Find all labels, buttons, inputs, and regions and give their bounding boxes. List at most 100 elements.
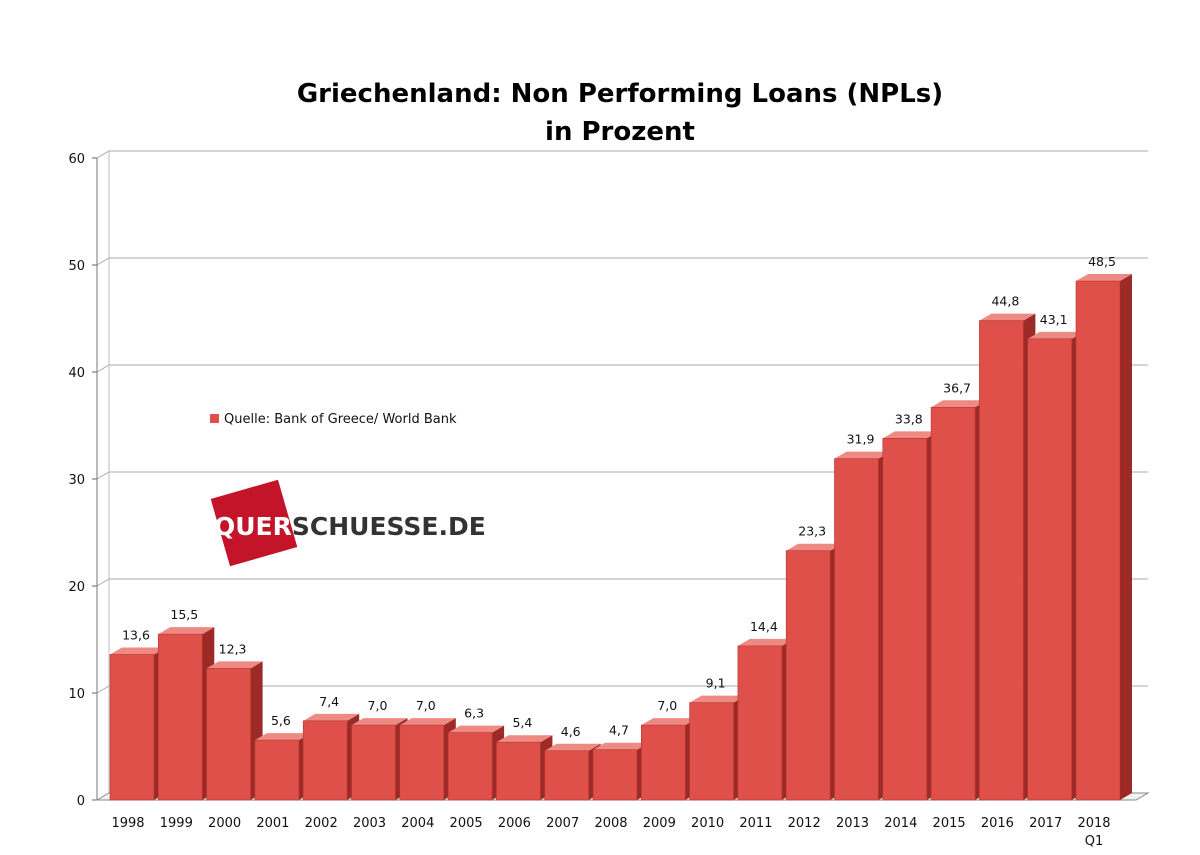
bar-front bbox=[930, 407, 976, 801]
legend: Quelle: Bank of Greece/ World Bank bbox=[210, 412, 457, 427]
x-tick-label: 2009 bbox=[643, 816, 676, 831]
bar bbox=[1027, 331, 1084, 801]
data-label: 13,6 bbox=[122, 627, 150, 642]
bar-front bbox=[1027, 338, 1072, 801]
bar-top bbox=[158, 627, 215, 635]
bar-front bbox=[834, 458, 879, 801]
bar-top bbox=[351, 718, 408, 726]
bar bbox=[592, 742, 649, 801]
watermark-logo: QUERSCHUESSE.DE bbox=[210, 479, 486, 567]
data-label: 12,3 bbox=[219, 641, 247, 656]
x-tick-label: 2011 bbox=[739, 816, 772, 831]
x-tick-label: 2015 bbox=[933, 816, 966, 831]
data-label: 5,6 bbox=[271, 713, 291, 728]
bar-top bbox=[1076, 274, 1132, 282]
bar-front bbox=[544, 750, 590, 801]
bar-top bbox=[496, 735, 553, 743]
bar bbox=[640, 718, 698, 801]
data-label: 9,1 bbox=[706, 676, 726, 691]
bar bbox=[785, 543, 843, 801]
bar-front bbox=[399, 724, 445, 801]
data-label: 31,9 bbox=[847, 432, 875, 447]
logo-text-schuesse: SCHUESSE.DE bbox=[292, 512, 486, 541]
data-label: 14,4 bbox=[750, 619, 778, 634]
bar bbox=[834, 451, 891, 801]
data-label: 6,3 bbox=[464, 706, 484, 721]
x-tick-label: 2013 bbox=[836, 816, 869, 831]
data-label: 33,8 bbox=[895, 411, 923, 426]
bar-top bbox=[786, 543, 843, 551]
x-tick-label: 2018 bbox=[1077, 816, 1110, 831]
gridline bbox=[96, 150, 1148, 159]
x-tick-label: 2016 bbox=[981, 816, 1014, 831]
bar bbox=[254, 733, 311, 801]
bar-front bbox=[737, 645, 783, 801]
bar bbox=[109, 647, 166, 801]
bar-front bbox=[592, 749, 638, 801]
bar-front bbox=[206, 668, 251, 801]
bar bbox=[206, 661, 263, 801]
bar bbox=[544, 743, 601, 801]
legend-swatch bbox=[210, 414, 219, 423]
bar bbox=[930, 400, 988, 801]
bar-top bbox=[448, 725, 505, 733]
data-label: 4,6 bbox=[561, 724, 581, 739]
bar-front bbox=[640, 724, 686, 801]
bar bbox=[447, 725, 505, 801]
bar-front bbox=[689, 702, 734, 801]
data-label: 7,4 bbox=[319, 694, 339, 709]
x-tick-label: 2007 bbox=[546, 816, 579, 831]
x-tick-label: 1999 bbox=[160, 816, 193, 831]
x-tick-label: 2002 bbox=[305, 816, 338, 831]
bar-top bbox=[110, 647, 166, 655]
x-tick-label: 2000 bbox=[208, 816, 241, 831]
bar-top bbox=[1027, 331, 1084, 339]
x-tick-label: 2006 bbox=[498, 816, 531, 831]
data-label: 7,0 bbox=[368, 698, 388, 713]
bar bbox=[302, 713, 360, 801]
y-tick-label: 60 bbox=[68, 152, 85, 167]
data-labels: 13,6 15,5 12,3 5,6 7,4 7,0 7,0 6,3 5,4 4,6 4,7 7,0 9… bbox=[122, 254, 1116, 739]
logo-text: QUERSCHUESSE.DE bbox=[214, 512, 486, 541]
x-tick-label: 2010 bbox=[691, 816, 724, 831]
data-label: 23,3 bbox=[798, 524, 826, 539]
data-label: 15,5 bbox=[170, 607, 198, 622]
gridline bbox=[96, 257, 1148, 266]
bar bbox=[689, 695, 746, 801]
data-label: 48,5 bbox=[1088, 254, 1116, 269]
bar-top bbox=[593, 742, 649, 750]
data-label: 43,1 bbox=[1040, 312, 1068, 327]
bar bbox=[979, 313, 1036, 801]
bar-front bbox=[979, 320, 1024, 801]
bar-top bbox=[399, 718, 456, 726]
data-label: 44,8 bbox=[991, 294, 1019, 309]
bar bbox=[737, 638, 794, 801]
x-axis-ticks: 1998 1999 2000 2001 2002 2003 2004 2005 2006 2007… bbox=[111, 816, 1110, 849]
y-tick-label: 10 bbox=[68, 687, 85, 702]
bar-front bbox=[496, 741, 541, 801]
chart-subtitle: in Prozent bbox=[545, 117, 695, 147]
bar-front bbox=[447, 732, 493, 801]
bar-top bbox=[641, 718, 698, 726]
logo-square bbox=[210, 479, 298, 567]
data-label: 7,0 bbox=[657, 698, 677, 713]
y-tick-label: 50 bbox=[68, 259, 85, 274]
bar-top bbox=[979, 313, 1036, 321]
y-tick-label: 0 bbox=[77, 794, 85, 809]
x-tick-label: 2012 bbox=[788, 816, 821, 831]
bar-top bbox=[206, 661, 263, 669]
bar bbox=[399, 718, 456, 801]
logo-text-quer: QUER bbox=[214, 512, 292, 541]
bar bbox=[351, 718, 408, 801]
bar bbox=[1075, 274, 1132, 801]
bar-top bbox=[303, 713, 360, 721]
chart-title: Griechenland: Non Performing Loans (NPLs… bbox=[297, 79, 943, 109]
x-tick-label: 2004 bbox=[401, 816, 434, 831]
bar-top bbox=[931, 400, 988, 408]
bar-top bbox=[737, 638, 794, 646]
legend-label: Quelle: Bank of Greece/ World Bank bbox=[224, 412, 457, 427]
x-tick-label: 1998 bbox=[111, 816, 144, 831]
bar-front bbox=[785, 550, 831, 801]
bar-top bbox=[882, 431, 939, 439]
